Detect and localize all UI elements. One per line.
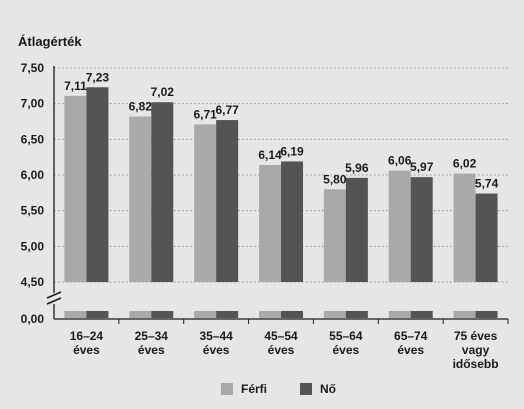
data-label: 5,96 — [345, 161, 369, 175]
data-label: 7,11 — [64, 79, 87, 93]
y-tick-label: 7,50 — [21, 61, 45, 75]
data-label: 6,06 — [388, 154, 412, 168]
data-label: 5,80 — [323, 172, 347, 186]
x-tick-label: 75 éves vagy idősebb — [453, 329, 499, 371]
bar-base — [259, 311, 281, 318]
data-label: 5,97 — [410, 160, 434, 174]
data-label: 6,82 — [129, 100, 153, 114]
data-labels: 7,117,23 6,827,02 6,716,77 6,146,19 5,805,96… — [64, 70, 498, 190]
data-label: 7,23 — [86, 70, 110, 84]
bar — [345, 177, 368, 282]
bar-base — [323, 311, 346, 318]
legend-label: Férfi — [241, 382, 267, 396]
bar-base — [151, 311, 174, 318]
bar — [86, 87, 109, 282]
legend-swatch — [221, 383, 233, 395]
x-tick-label: 55–64 éves — [329, 329, 363, 357]
bar-base — [64, 311, 87, 318]
x-tick-label: 35–44 éves — [199, 329, 233, 357]
y-tick-label: 4,50 — [21, 275, 45, 289]
y-axis: 7,50 7,00 6,50 6,00 5,50 5,00 4,50 0,00 — [21, 61, 508, 326]
bar-base — [86, 311, 109, 318]
data-label: 5,74 — [475, 177, 499, 191]
legend: Férfi Nő — [221, 382, 336, 396]
bar-base — [410, 311, 433, 318]
axis-break-mark — [46, 291, 62, 305]
y-tick-label: 6,00 — [21, 168, 45, 182]
bar-base — [453, 311, 476, 318]
y-tick-label: 5,00 — [21, 239, 45, 253]
bar — [323, 189, 346, 282]
data-label: 7,02 — [151, 85, 175, 99]
bar — [388, 170, 411, 282]
y-axis-title: Átlagérték — [18, 34, 82, 49]
data-label: 6,19 — [280, 144, 304, 158]
bar — [475, 193, 498, 282]
bars — [64, 87, 498, 318]
bar-base — [281, 311, 303, 318]
y-tick-label: 6,50 — [21, 132, 45, 146]
bar-base — [345, 311, 368, 318]
bar-base — [129, 311, 152, 318]
x-axis: 16–24 éves 25–34 éves 35–44 éves 45–54 éves 55–6… — [70, 319, 509, 371]
data-label: 6,71 — [193, 107, 217, 121]
data-label: 6,77 — [215, 103, 239, 117]
bar — [281, 161, 303, 282]
bar-base — [194, 311, 217, 318]
x-tick-label: 65–74 éves — [394, 329, 428, 357]
bar — [216, 120, 239, 282]
bar-base — [388, 311, 411, 318]
legend-label: Nő — [320, 382, 336, 396]
bar — [151, 102, 174, 283]
x-tick-label: 25–34 éves — [135, 329, 169, 357]
bar — [453, 173, 476, 282]
data-label: 6,02 — [453, 157, 477, 171]
y-tick-label: 7,00 — [21, 97, 45, 111]
legend-swatch — [300, 383, 312, 395]
bar — [410, 177, 433, 282]
bar — [64, 95, 87, 282]
bar — [194, 124, 217, 282]
bar — [129, 116, 152, 282]
data-label: 6,14 — [258, 148, 282, 162]
x-tick-label: 16–24 éves — [70, 329, 104, 357]
x-tick-label: 45–54 éves — [264, 329, 298, 357]
y-tick-label: 0,00 — [21, 312, 45, 326]
bar-base — [216, 311, 239, 318]
y-tick-label: 5,50 — [21, 204, 45, 218]
bar-base — [475, 311, 498, 318]
bar — [259, 165, 281, 282]
